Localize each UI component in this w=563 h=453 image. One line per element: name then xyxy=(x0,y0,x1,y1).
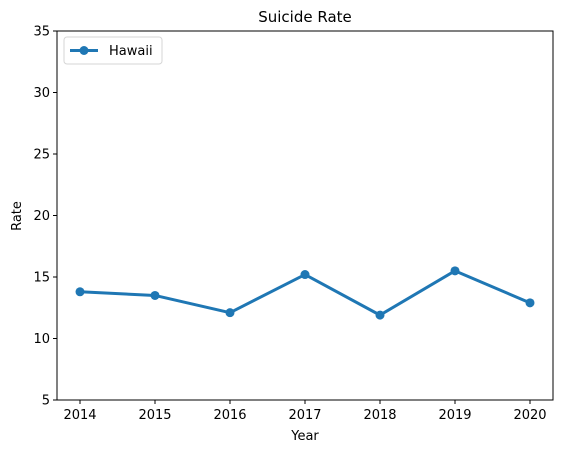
x-tick-label: 2017 xyxy=(288,408,321,423)
legend-box xyxy=(63,36,163,65)
legend: Hawaii xyxy=(63,36,163,65)
data-point xyxy=(225,308,235,318)
data-point xyxy=(525,298,535,308)
data-point xyxy=(150,290,160,300)
x-tick-label: 2018 xyxy=(363,408,396,423)
y-tick-label: 35 xyxy=(33,25,50,40)
data-point xyxy=(375,310,385,320)
y-tick-label: 25 xyxy=(33,148,50,163)
y-tick-label: 15 xyxy=(33,271,50,286)
y-axis-label: Rate xyxy=(10,201,25,231)
data-point xyxy=(450,266,460,276)
x-tick-label: 2019 xyxy=(438,408,471,423)
y-tick-label: 20 xyxy=(33,209,50,224)
x-tick-label: 2015 xyxy=(138,408,171,423)
chart-title: Suicide Rate xyxy=(258,8,352,26)
plot-area: 5 10 15 20 25 30 35 2014 2015 2016 2017 2018 2019 202… xyxy=(33,25,554,423)
x-tick-label: 2016 xyxy=(213,408,246,423)
data-point xyxy=(75,287,85,297)
legend-label-hawaii: Hawaii xyxy=(109,44,153,59)
x-tick-label: 2014 xyxy=(63,408,96,423)
y-tick-label: 10 xyxy=(33,332,50,347)
y-tick-label: 30 xyxy=(33,86,50,101)
y-tick-label: 5 xyxy=(42,394,50,409)
x-axis-label: Year xyxy=(290,429,319,444)
legend-marker-icon xyxy=(79,46,89,55)
axes-frame xyxy=(56,30,554,401)
x-tick-label: 2020 xyxy=(513,408,546,423)
data-point xyxy=(300,270,310,280)
